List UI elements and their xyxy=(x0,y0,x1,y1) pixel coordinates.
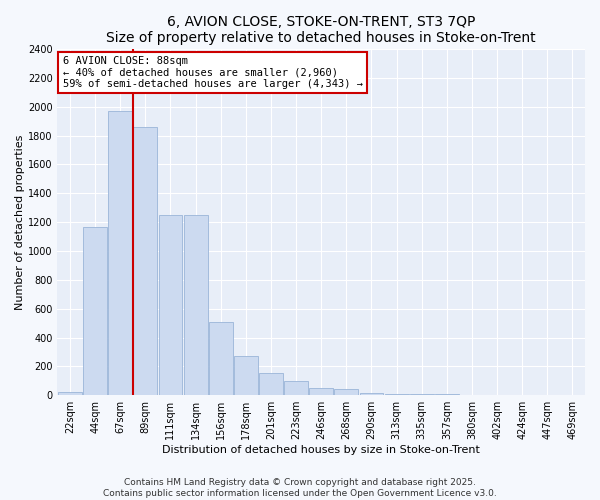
Bar xyxy=(234,356,258,395)
Bar xyxy=(334,390,358,395)
Bar xyxy=(158,215,182,395)
Text: 6 AVION CLOSE: 88sqm
← 40% of detached houses are smaller (2,960)
59% of semi-de: 6 AVION CLOSE: 88sqm ← 40% of detached h… xyxy=(62,56,362,90)
Bar xyxy=(184,215,208,395)
Bar xyxy=(108,111,132,395)
Title: 6, AVION CLOSE, STOKE-ON-TRENT, ST3 7QP
Size of property relative to detached ho: 6, AVION CLOSE, STOKE-ON-TRENT, ST3 7QP … xyxy=(106,15,536,45)
Y-axis label: Number of detached properties: Number of detached properties xyxy=(15,134,25,310)
Bar xyxy=(209,322,233,395)
Text: Contains HM Land Registry data © Crown copyright and database right 2025.
Contai: Contains HM Land Registry data © Crown c… xyxy=(103,478,497,498)
Bar xyxy=(58,392,82,395)
Bar xyxy=(410,394,434,395)
Bar xyxy=(435,394,459,395)
X-axis label: Distribution of detached houses by size in Stoke-on-Trent: Distribution of detached houses by size … xyxy=(162,445,480,455)
Bar xyxy=(309,388,333,395)
Bar xyxy=(385,394,409,395)
Bar xyxy=(259,373,283,395)
Bar xyxy=(359,393,383,395)
Bar xyxy=(284,381,308,395)
Bar xyxy=(83,226,107,395)
Bar xyxy=(133,127,157,395)
